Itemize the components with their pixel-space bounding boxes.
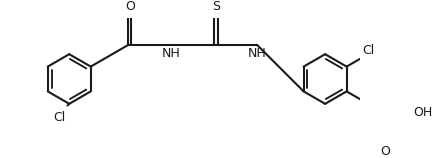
Text: O: O: [125, 0, 135, 13]
Text: O: O: [381, 145, 391, 158]
Text: NH: NH: [162, 47, 181, 60]
Text: NH: NH: [248, 47, 267, 60]
Text: OH: OH: [414, 106, 433, 119]
Text: S: S: [212, 0, 220, 13]
Text: Cl: Cl: [53, 111, 65, 124]
Text: Cl: Cl: [362, 44, 375, 58]
